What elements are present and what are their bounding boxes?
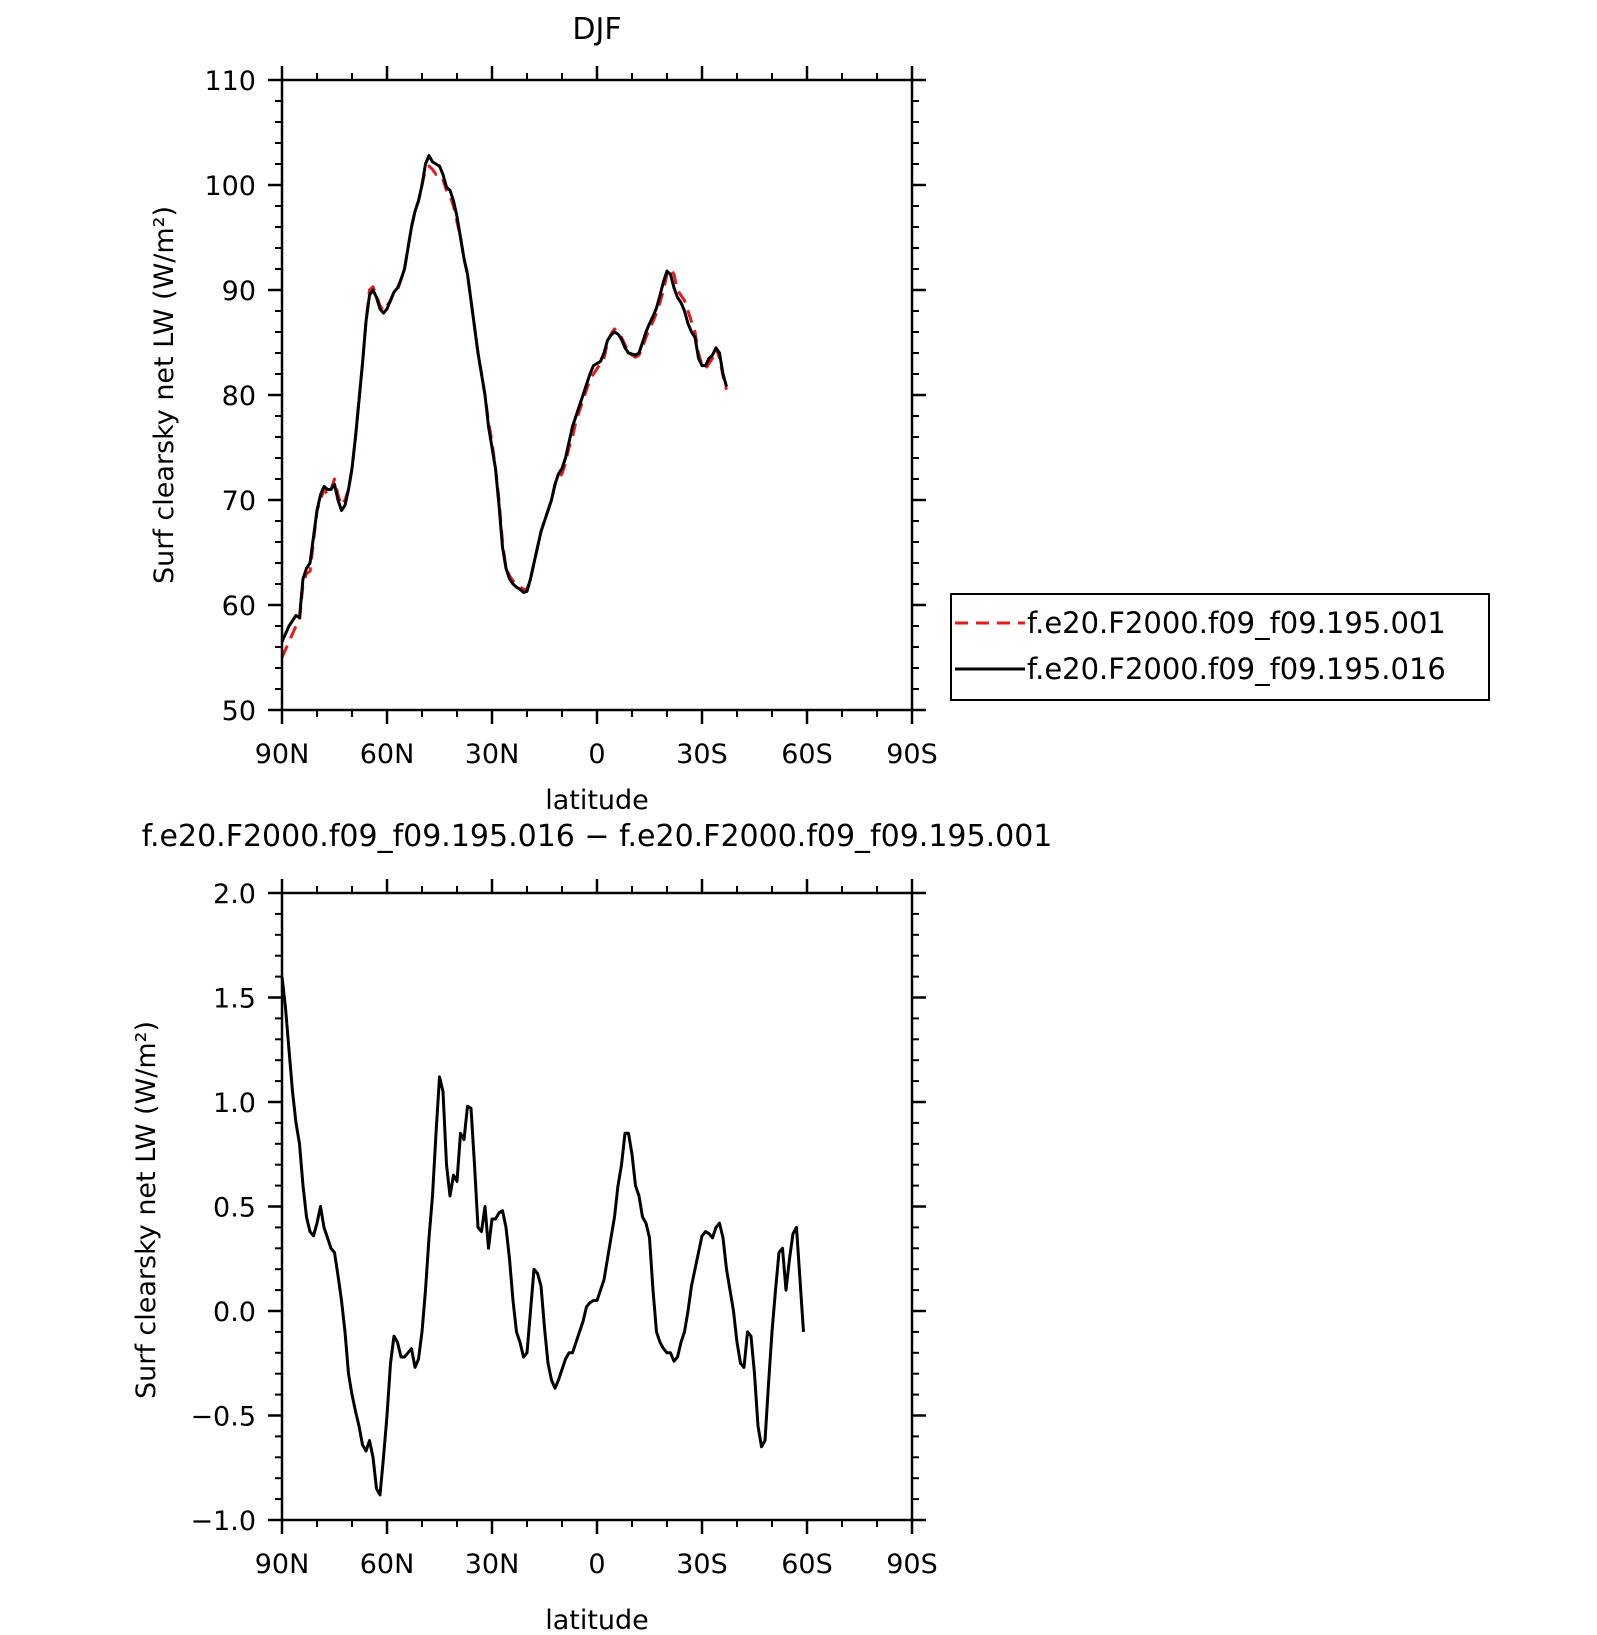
top-series-lines xyxy=(280,154,728,659)
top-y-axis-label: Surf clearsky net LW (W/m²) xyxy=(149,206,180,584)
bottom-x-axis-label: latitude xyxy=(545,1605,649,1635)
bottom-ytick-label: 0.5 xyxy=(213,1193,256,1224)
top-axis-ticks xyxy=(268,66,926,724)
legend-box xyxy=(950,593,1490,701)
bottom-xtick-label: 30N xyxy=(465,1549,520,1580)
legend-label-016: f.e20.F2000.f09_f09.195.016 xyxy=(1027,652,1446,686)
bottom-plot-frame xyxy=(280,891,914,1522)
top-chart-title: DJF xyxy=(572,12,621,47)
bottom-y-tick-labels: −1.0 −0.5 0.0 0.5 1.0 1.5 2.0 xyxy=(190,879,256,1537)
legend: f.e20.F2000.f09_f09.195.001 f.e20.F2000.… xyxy=(950,593,1490,701)
bottom-ytick-label: −0.5 xyxy=(190,1402,256,1433)
bottom-y-axis-label: Surf clearsky net LW (W/m²) xyxy=(131,1021,162,1399)
top-xtick-label: 60N xyxy=(360,739,415,770)
top-y-tick-labels: 50 60 70 80 90 100 110 xyxy=(204,66,256,727)
top-x-tick-labels: 90N 60N 30N 0 30S 60S 90S xyxy=(255,739,938,770)
top-xtick-label: 30N xyxy=(465,739,520,770)
bottom-xtick-label: 90S xyxy=(886,1549,938,1580)
top-xtick-label: 60S xyxy=(781,739,833,770)
bottom-xtick-label: 60N xyxy=(360,1549,415,1580)
bottom-panel: f.e20.F2000.f09_f09.195.016 − f.e20.F200… xyxy=(131,819,1052,1635)
top-panel: DJF Surf clearsky net LW (W/m²) latitude… xyxy=(149,12,1490,816)
bottom-ytick-label: −1.0 xyxy=(190,1506,256,1537)
bottom-xtick-label: 30S xyxy=(676,1549,728,1580)
bottom-chart-title: f.e20.F2000.f09_f09.195.016 − f.e20.F200… xyxy=(142,819,1053,854)
top-x-axis-label: latitude xyxy=(545,785,649,816)
top-plot-frame xyxy=(280,78,914,712)
bottom-xtick-label: 60S xyxy=(781,1549,833,1580)
bottom-ytick-label: 2.0 xyxy=(213,879,256,910)
top-series-line-0 xyxy=(280,164,728,659)
top-ytick-label: 80 xyxy=(222,381,256,412)
top-xtick-label: 90S xyxy=(886,739,938,770)
top-ytick-label: 50 xyxy=(222,696,256,727)
bottom-series-lines xyxy=(280,976,805,1497)
top-ytick-label: 100 xyxy=(204,171,256,202)
top-series-line-1 xyxy=(280,154,728,643)
bottom-xtick-label: 90N xyxy=(255,1549,310,1580)
top-ytick-label: 70 xyxy=(222,486,256,517)
top-ytick-label: 60 xyxy=(222,591,256,622)
top-xtick-label: 90N xyxy=(255,739,310,770)
legend-label-001: f.e20.F2000.f09_f09.195.001 xyxy=(1027,606,1446,640)
bottom-axis-ticks xyxy=(268,879,926,1534)
bottom-ytick-label: 1.0 xyxy=(213,1088,256,1119)
top-ytick-label: 110 xyxy=(204,66,256,97)
bottom-ytick-label: 0.0 xyxy=(213,1297,256,1328)
top-xtick-label: 30S xyxy=(676,739,728,770)
top-ytick-label: 90 xyxy=(222,276,256,307)
bottom-ytick-label: 1.5 xyxy=(213,984,256,1015)
top-xtick-label: 0 xyxy=(588,739,605,770)
bottom-x-tick-labels: 90N 60N 30N 0 30S 60S 90S xyxy=(255,1549,938,1580)
bottom-series-line-0 xyxy=(280,976,805,1497)
bottom-xtick-label: 0 xyxy=(588,1549,605,1580)
